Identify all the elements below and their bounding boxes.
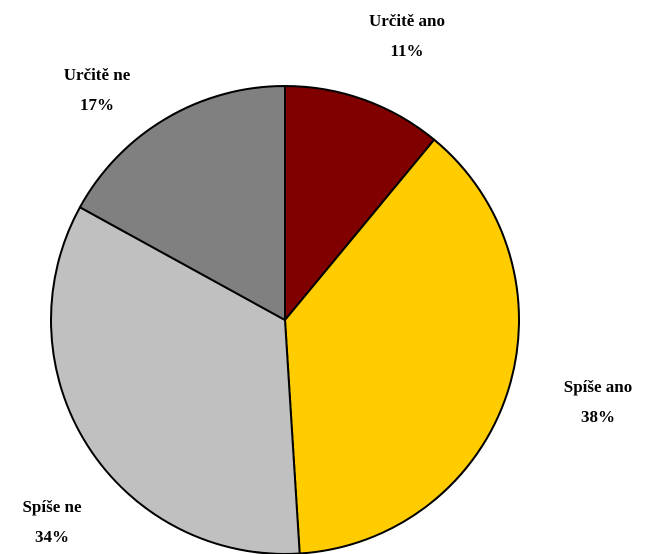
- pie-slice: [78, 84, 286, 322]
- slice-value-label: 17%: [80, 95, 114, 114]
- slice-label: Spíše ne: [22, 497, 81, 516]
- pie-slice: [283, 138, 520, 554]
- pie-slice: [284, 84, 436, 323]
- slice-value-label: 38%: [581, 407, 615, 426]
- slice-value-label: 11%: [390, 41, 423, 60]
- slice-value-label: 34%: [35, 527, 69, 546]
- slice-label: Spíše ano: [564, 377, 633, 396]
- slice-label: Určitě ano: [369, 11, 445, 30]
- slice-label: Určitě ne: [64, 65, 131, 84]
